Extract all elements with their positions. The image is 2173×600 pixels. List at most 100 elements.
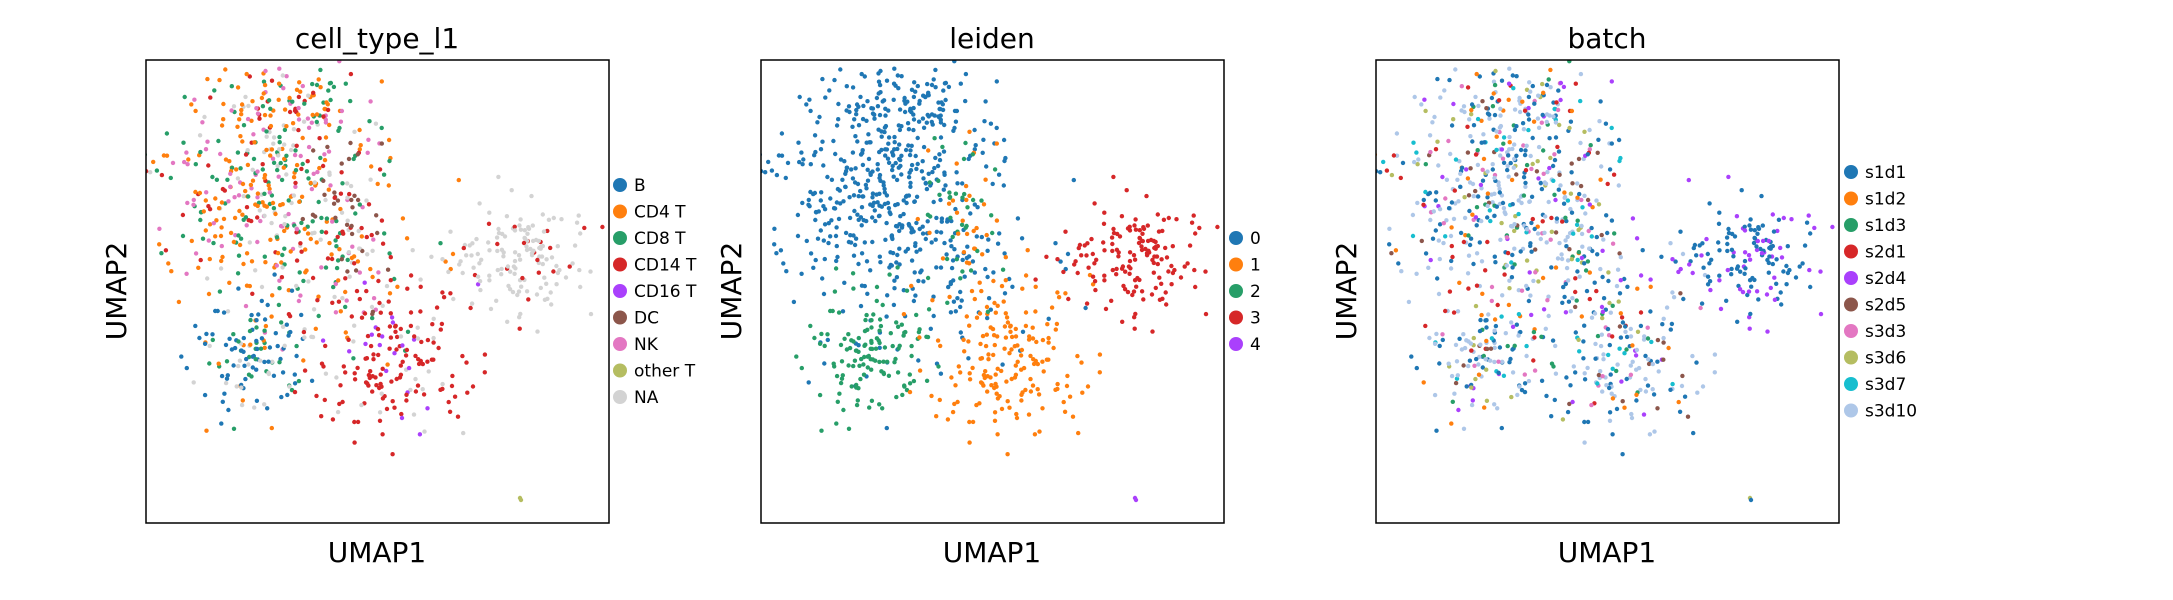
scatter-point <box>1484 338 1489 344</box>
scatter-point <box>821 163 826 168</box>
scatter-point <box>1580 205 1585 210</box>
scatter-point <box>338 119 344 124</box>
scatter-point <box>1600 389 1605 394</box>
scatter-point <box>1027 334 1032 339</box>
scatter-point <box>883 153 888 158</box>
scatter-point <box>795 233 801 239</box>
scatter-point <box>908 180 913 186</box>
scatter-point <box>1650 387 1655 392</box>
scatter-point <box>799 365 804 371</box>
scatter-point <box>1396 261 1401 266</box>
scatter-point <box>899 322 904 327</box>
scatter-point <box>1497 190 1503 195</box>
scatter-point <box>302 335 307 340</box>
scatter-point <box>937 157 943 163</box>
scatter-point <box>1812 225 1817 231</box>
scatter-point <box>1512 343 1517 348</box>
scatter-point <box>1046 316 1051 321</box>
scatter-point <box>962 349 967 354</box>
scatter-point <box>229 108 234 113</box>
scatter-point <box>1582 129 1587 134</box>
scatter-point <box>939 100 944 105</box>
scatter-point <box>535 329 540 334</box>
scatter-point <box>370 389 375 394</box>
scatter-point <box>940 256 946 261</box>
scatter-point <box>979 234 984 240</box>
scatter-point <box>1585 419 1591 425</box>
scatter-point <box>985 389 990 394</box>
scatter-point <box>1587 296 1593 302</box>
scatter-point <box>890 343 895 349</box>
scatter-point <box>1524 283 1529 289</box>
scatter-point <box>1818 269 1823 274</box>
scatter-point <box>327 240 332 246</box>
x-axis-label: UMAP1 <box>1558 536 1657 569</box>
scatter-point <box>410 248 415 253</box>
scatter-point <box>1539 120 1545 125</box>
scatter-point <box>897 228 902 234</box>
scatter-point <box>369 332 374 337</box>
scatter-point <box>1565 234 1570 240</box>
scatter-point <box>1725 267 1731 273</box>
scatter-point <box>387 158 392 164</box>
scatter-point <box>1478 342 1483 347</box>
scatter-point <box>994 79 999 84</box>
scatter-point <box>1694 253 1699 258</box>
scatter-point <box>1524 227 1530 232</box>
scatter-point <box>851 363 856 369</box>
scatter-point <box>804 102 809 107</box>
scatter-point <box>914 249 919 254</box>
scatter-point <box>184 271 189 276</box>
scatter-point <box>256 312 261 317</box>
scatter-point <box>1467 117 1472 122</box>
scatter-point <box>246 194 251 199</box>
scatter-point <box>855 139 860 144</box>
scatter-point <box>1765 257 1770 263</box>
scatter-point <box>1612 231 1617 236</box>
scatter-point <box>1037 429 1042 434</box>
scatter-point <box>292 108 298 113</box>
scatter-point <box>1023 310 1029 315</box>
scatter-point <box>355 365 360 371</box>
scatter-point <box>321 114 326 119</box>
plot-frame <box>760 59 1225 524</box>
scatter-point <box>348 71 354 77</box>
scatter-point <box>1527 270 1532 275</box>
scatter-point <box>1010 284 1015 289</box>
scatter-point <box>343 330 348 335</box>
scatter-point <box>1569 257 1575 262</box>
scatter-point <box>518 227 524 232</box>
scatter-point <box>938 230 944 235</box>
scatter-point <box>977 311 983 316</box>
scatter-point <box>161 153 167 158</box>
scatter-point <box>1428 149 1433 155</box>
scatter-point <box>236 363 241 369</box>
scatter-point <box>859 205 865 210</box>
scatter-point <box>947 190 952 195</box>
scatter-point <box>935 338 941 343</box>
scatter-point <box>880 302 885 308</box>
scatter-point <box>890 250 896 256</box>
panel-title: batch <box>1567 22 1646 55</box>
scatter-point <box>1569 161 1574 166</box>
scatter-point <box>323 371 329 376</box>
scatter-point <box>928 326 933 331</box>
scatter-point <box>927 230 932 235</box>
scatter-point <box>392 405 397 410</box>
scatter-point <box>988 121 994 126</box>
scatter-point <box>364 288 369 294</box>
scatter-point <box>1449 373 1455 379</box>
scatter-point <box>1488 218 1493 224</box>
scatter-point <box>882 190 887 195</box>
scatter-point <box>282 127 288 133</box>
scatter-point <box>471 265 476 270</box>
scatter-point <box>257 116 262 121</box>
scatter-point <box>1559 256 1565 262</box>
scatter-point <box>1707 279 1713 284</box>
scatter-point <box>1507 278 1512 283</box>
scatter-point <box>858 94 863 100</box>
scatter-point <box>865 99 870 104</box>
scatter-point <box>1428 257 1433 263</box>
scatter-point <box>929 119 934 125</box>
scatter-point <box>1466 339 1471 344</box>
